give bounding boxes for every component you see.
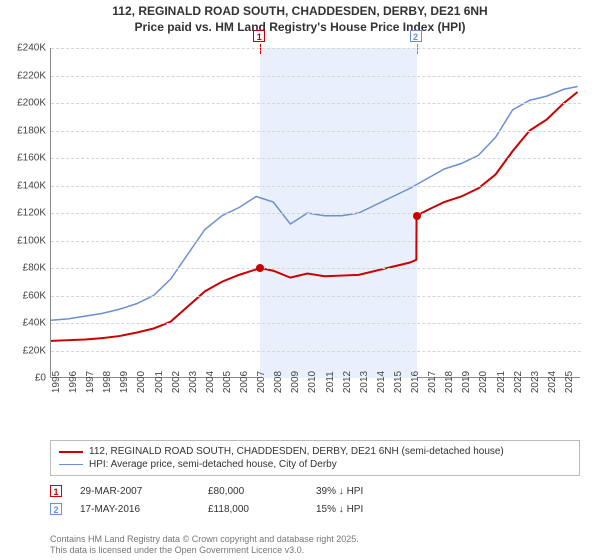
gridline-y (51, 268, 581, 269)
x-axis-label: 2004 (205, 371, 216, 393)
x-axis-label: 2020 (478, 371, 489, 393)
plot-region: 1995199619971998199920002001200220032004… (50, 48, 580, 378)
series-price_paid (51, 92, 578, 341)
x-axis-label: 2013 (359, 371, 370, 393)
footer-note: Contains HM Land Registry data © Crown c… (50, 534, 359, 556)
y-axis-label: £20K (2, 345, 46, 356)
x-axis-label: 2012 (342, 371, 353, 393)
y-axis-label: £100K (2, 235, 46, 246)
legend-event-date: 17-MAY-2016 (80, 504, 190, 515)
x-axis-label: 2005 (222, 371, 233, 393)
event-marker-2: 2 (410, 30, 422, 42)
y-axis-label: £80K (2, 263, 46, 274)
legend-event-marker: 2 (50, 503, 62, 515)
x-axis-label: 2021 (496, 371, 507, 393)
y-axis-label: £180K (2, 125, 46, 136)
legend-events: 1 29-MAR-2007 £80,000 39% ↓ HPI 2 17-MAY-2016… (50, 482, 580, 518)
x-axis-label: 2024 (547, 371, 558, 393)
legend-event-price: £80,000 (208, 486, 298, 497)
legend-event-delta: 15% ↓ HPI (316, 504, 363, 515)
legend-event-row: 2 17-MAY-2016 £118,000 15% ↓ HPI (50, 500, 580, 518)
x-axis-label: 2001 (154, 371, 165, 393)
chart-area: 1995 1996 1997 1998 1999 2000 2001 2002 2003 2004… (50, 48, 580, 398)
x-axis-label: 1995 (51, 371, 62, 393)
x-axis-label: 1999 (119, 371, 130, 393)
gridline-y (51, 351, 581, 352)
x-axis-label: 2008 (273, 371, 284, 393)
y-axis-label: £200K (2, 98, 46, 109)
gridline-y (51, 296, 581, 297)
legend-series-row: 112, REGINALD ROAD SOUTH, CHADDESDEN, DE… (59, 445, 571, 458)
x-axis-label: 2015 (393, 371, 404, 393)
gridline-y (51, 103, 581, 104)
x-axis-label: 1997 (85, 371, 96, 393)
legend-panel: 112, REGINALD ROAD SOUTH, CHADDESDEN, DE… (50, 440, 580, 518)
x-axis-label: 2011 (325, 371, 336, 393)
gridline-y (51, 323, 581, 324)
x-axis-label: 2002 (171, 371, 182, 393)
x-axis-label: 1998 (102, 371, 113, 393)
x-axis-label: 2000 (136, 371, 147, 393)
x-axis-label: 2003 (188, 371, 199, 393)
y-axis-label: £160K (2, 153, 46, 164)
x-axis-label: 2025 (564, 371, 575, 393)
legend-event-date: 29-MAR-2007 (80, 486, 190, 497)
x-axis-label: 2017 (427, 371, 438, 393)
y-axis-label: £0 (2, 373, 46, 384)
event-marker-1: 1 (253, 30, 265, 42)
y-axis-label: £140K (2, 180, 46, 191)
sale-point (256, 264, 264, 272)
gridline-y (51, 213, 581, 214)
y-axis-label: £40K (2, 318, 46, 329)
y-axis-label: £240K (2, 43, 46, 54)
x-axis-label: 2016 (410, 371, 421, 393)
legend-swatch (59, 451, 83, 453)
legend-event-delta: 39% ↓ HPI (316, 486, 363, 497)
footer-line-2: This data is licensed under the Open Gov… (50, 545, 359, 556)
legend-series-row: HPI: Average price, semi-detached house,… (59, 458, 571, 471)
x-axis-label: 2014 (376, 371, 387, 393)
x-axis-label: 2018 (444, 371, 455, 393)
sale-point (413, 212, 421, 220)
gridline-y (51, 131, 581, 132)
title-line-2: Price paid vs. HM Land Registry's House … (10, 20, 590, 36)
legend-series-label: 112, REGINALD ROAD SOUTH, CHADDESDEN, DE… (89, 446, 504, 457)
gridline-y (51, 158, 581, 159)
event-marker-tick (260, 44, 261, 54)
x-axis-label: 2010 (307, 371, 318, 393)
x-axis-label: 2007 (256, 371, 267, 393)
event-marker-tick (417, 44, 418, 54)
y-axis-label: £60K (2, 290, 46, 301)
legend-series-box: 112, REGINALD ROAD SOUTH, CHADDESDEN, DE… (50, 440, 580, 476)
y-axis-label: £220K (2, 70, 46, 81)
gridline-y (51, 48, 581, 49)
legend-event-marker: 1 (50, 485, 62, 497)
legend-series-label: HPI: Average price, semi-detached house,… (89, 459, 337, 470)
series-hpi (51, 87, 578, 321)
gridline-y (51, 76, 581, 77)
x-axis-label: 2006 (239, 371, 250, 393)
x-axis-label: 2023 (530, 371, 541, 393)
x-axis-label: 2022 (513, 371, 524, 393)
gridline-y (51, 241, 581, 242)
legend-event-price: £118,000 (208, 504, 298, 515)
chart-title-block: 112, REGINALD ROAD SOUTH, CHADDESDEN, DE… (0, 0, 600, 37)
legend-swatch (59, 464, 83, 465)
y-axis-label: £120K (2, 208, 46, 219)
legend-event-row: 1 29-MAR-2007 £80,000 39% ↓ HPI (50, 482, 580, 500)
gridline-y (51, 186, 581, 187)
x-axis-label: 2019 (461, 371, 472, 393)
x-axis-label: 1996 (68, 371, 79, 393)
title-line-1: 112, REGINALD ROAD SOUTH, CHADDESDEN, DE… (10, 4, 590, 20)
footer-line-1: Contains HM Land Registry data © Crown c… (50, 534, 359, 545)
x-axis-label: 2009 (290, 371, 301, 393)
